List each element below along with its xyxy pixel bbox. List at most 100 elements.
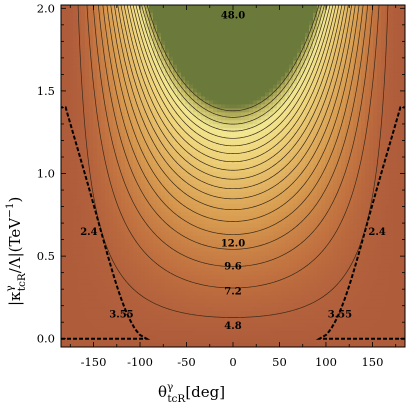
heat-cell: [89, 223, 94, 229]
heat-cell: [289, 5, 294, 10]
heat-cell: [265, 259, 270, 265]
heat-cell: [129, 96, 134, 102]
heat-cell: [289, 263, 294, 269]
heat-cell: [85, 156, 90, 161]
heat-cell: [193, 271, 198, 277]
heat-cell: [205, 319, 210, 324]
heat-cell: [241, 132, 246, 137]
heat-cell: [285, 5, 290, 10]
heat-cell: [241, 335, 246, 340]
heat-cell: [145, 283, 150, 288]
heat-cell: [69, 36, 74, 42]
heat-cell: [189, 263, 194, 269]
heat-cell: [121, 223, 126, 229]
heat-cell: [121, 227, 126, 233]
heat-cell: [269, 64, 274, 70]
heat-cell: [241, 275, 246, 280]
heat-cell: [201, 323, 206, 328]
heat-cell: [85, 239, 90, 245]
heat-cell: [85, 251, 90, 257]
heat-cell: [81, 40, 86, 46]
heat-cell: [261, 323, 266, 328]
heat-cell: [153, 32, 158, 38]
heat-cell: [181, 303, 186, 308]
heat-cell: [141, 251, 146, 257]
heat-cell: [245, 247, 250, 253]
heat-cell: [157, 176, 162, 181]
heat-cell: [177, 327, 182, 332]
heat-cell: [249, 235, 254, 241]
heat-cell: [89, 148, 94, 153]
heat-cell: [93, 8, 98, 14]
heat-cell: [101, 24, 106, 30]
heat-cell: [177, 195, 182, 201]
heat-cell: [225, 32, 230, 38]
heat-cell: [201, 172, 206, 177]
heat-cell: [149, 231, 154, 237]
heat-cell: [141, 20, 146, 26]
heat-cell: [137, 12, 142, 18]
heat-cell: [237, 303, 242, 308]
heat-cell: [285, 219, 290, 225]
heat-cell: [121, 8, 126, 14]
heat-cell: [121, 104, 126, 109]
heat-cell: [89, 80, 94, 86]
heat-cell: [73, 207, 78, 213]
heat-cell: [85, 199, 90, 205]
heat-cell: [181, 168, 186, 173]
heat-cell: [189, 255, 194, 261]
heat-cell: [109, 152, 114, 157]
heat-cell: [233, 144, 238, 149]
heat-cell: [145, 335, 150, 340]
heat-cell: [237, 24, 242, 30]
heat-cell: [277, 331, 282, 336]
heat-cell: [145, 72, 150, 78]
heat-cell: [209, 132, 214, 137]
heat-cell: [97, 52, 102, 58]
heat-cell: [117, 36, 122, 42]
heat-cell: [73, 36, 78, 42]
heat-cell: [181, 172, 186, 177]
heat-cell: [205, 335, 210, 340]
heat-cell: [133, 28, 138, 34]
heat-cell: [229, 88, 234, 94]
heat-cell: [169, 68, 174, 74]
heat-cell: [73, 20, 78, 26]
heat-cell: [89, 120, 94, 125]
heat-cell: [253, 176, 258, 181]
heat-cell: [277, 152, 282, 157]
heat-cell: [281, 267, 286, 273]
heat-cell: [109, 168, 114, 173]
heat-cell: [253, 72, 258, 78]
heat-cell: [233, 183, 238, 189]
heat-cell: [173, 327, 178, 332]
heat-cell: [273, 191, 278, 197]
heat-cell: [253, 219, 258, 225]
heat-cell: [65, 152, 70, 157]
heat-cell: [145, 343, 150, 347]
heat-cell: [181, 16, 186, 22]
heat-cell: [241, 32, 246, 38]
heat-cell: [237, 271, 242, 277]
heat-cell: [281, 8, 286, 14]
heat-cell: [133, 148, 138, 153]
heat-cell: [177, 191, 182, 197]
heat-cell: [185, 267, 190, 273]
heat-cell: [169, 255, 174, 261]
heat-cell: [201, 32, 206, 38]
heat-cell: [241, 80, 246, 86]
heat-cell: [217, 92, 222, 98]
heat-cell: [245, 120, 250, 125]
heat-cell: [205, 24, 210, 30]
heat-cell: [197, 164, 202, 169]
heat-cell: [117, 44, 122, 50]
heat-cell: [93, 271, 98, 277]
heat-cell: [145, 140, 150, 145]
heat-cell: [281, 295, 286, 300]
heat-cell: [253, 112, 258, 117]
heat-cell: [241, 76, 246, 82]
heat-cell: [73, 28, 78, 34]
heat-cell: [181, 275, 186, 280]
heat-cell: [265, 287, 270, 292]
heat-cell: [241, 223, 246, 229]
